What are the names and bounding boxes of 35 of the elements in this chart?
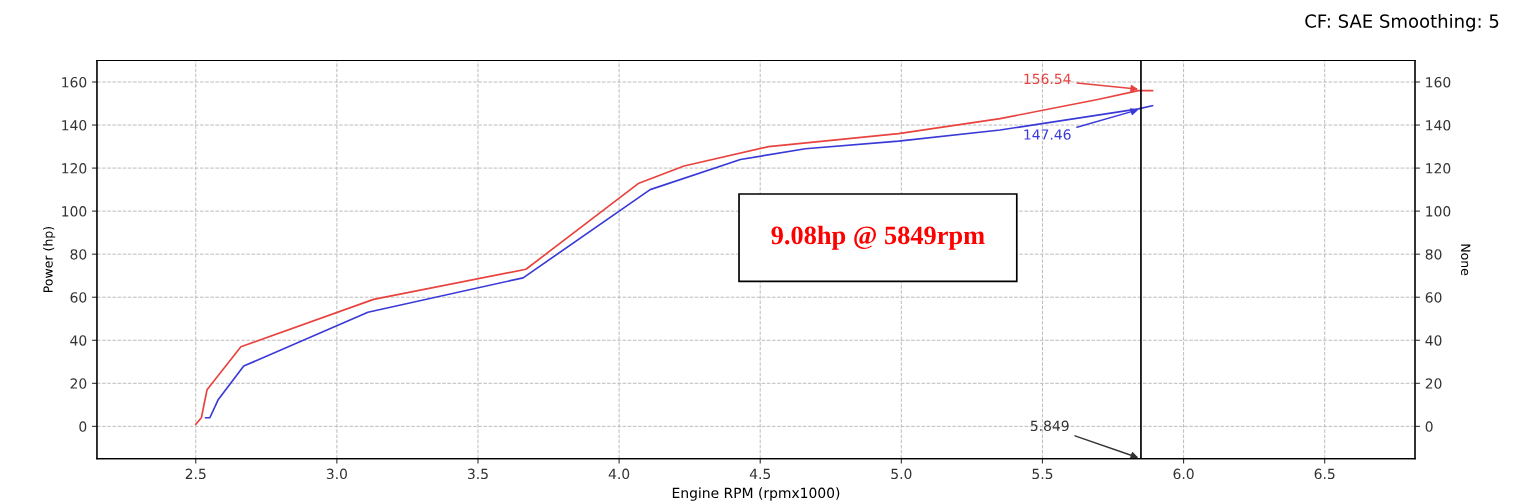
- y-tick-label: 100: [62, 206, 87, 217]
- y2-tick-label: 140: [1426, 120, 1451, 131]
- annotation: 147.46: [1024, 129, 1071, 140]
- y2-tick-label: 100: [1426, 206, 1451, 217]
- y-tick-label: 160: [62, 76, 87, 88]
- x-tick-label: 4.0: [608, 468, 630, 480]
- y2-tick-label: 80: [1425, 249, 1442, 260]
- x-tick-label: 5.0: [891, 468, 912, 480]
- annotation: 9.08hp @ 5849rpm: [771, 225, 985, 250]
- y2-tick-label: 40: [1425, 335, 1442, 346]
- text: CF: SAE Smoothing: 5: [1305, 13, 1499, 32]
- x-tick-label: 4.5: [749, 468, 771, 480]
- x-tick-label: 3.5: [468, 468, 488, 480]
- y-tick-label: 40: [70, 335, 87, 346]
- y2-tick-label: 20: [1425, 378, 1442, 389]
- y-tick-label: 140: [62, 120, 87, 131]
- x-tick-label: 3.0: [326, 468, 347, 480]
- y-tick-label: 0: [79, 421, 87, 432]
- annotation: 156.54: [1024, 73, 1071, 85]
- x-axis-title: Engine RPM (rpmx1000): [672, 487, 840, 501]
- y2-tick-label: 0: [1425, 421, 1433, 432]
- ref-line-label: 5.849: [1030, 420, 1069, 432]
- y2-axis-title: None: [1461, 244, 1471, 276]
- y-tick-label: 20: [70, 378, 87, 389]
- y-tick-label: 120: [62, 163, 87, 174]
- y2-tick-label: 120: [1426, 163, 1451, 174]
- y-tick-label: 60: [70, 292, 87, 303]
- x-tick-label: 2.5: [185, 468, 206, 480]
- x-tick-label: 5.5: [1032, 468, 1053, 480]
- y2-tick-label: 60: [1425, 292, 1442, 303]
- y2-tick-label: 160: [1426, 76, 1451, 88]
- y-tick-label: 80: [70, 249, 87, 260]
- x-tick-label: 6.0: [1173, 468, 1194, 480]
- y-axis-title: Power (hp): [43, 226, 56, 293]
- x-tick-label: 6.5: [1314, 468, 1335, 480]
